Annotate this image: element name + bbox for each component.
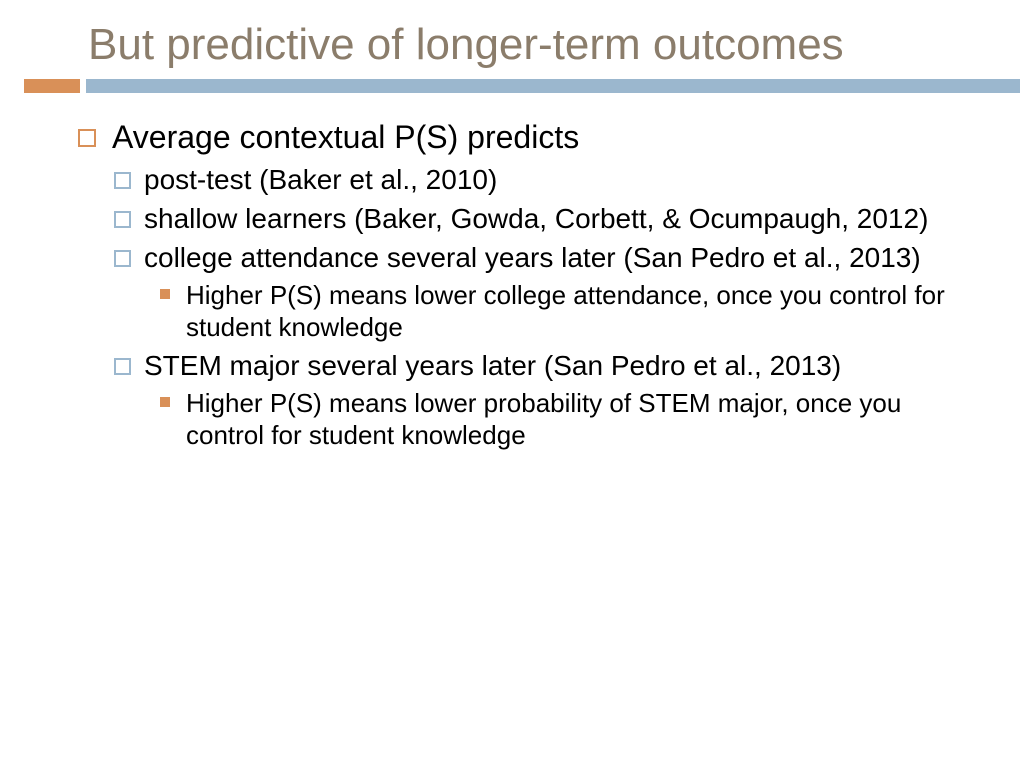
bullet-level3: Higher P(S) means lower probability of S…	[186, 387, 964, 452]
bullet-level2: post-test (Baker et al., 2010)	[144, 162, 964, 197]
bullet-level2: college attendance several years later (…	[144, 240, 964, 275]
bullet-level1: Average contextual P(S) predicts	[112, 119, 964, 156]
bullet-level2: STEM major several years later (San Pedr…	[144, 348, 964, 383]
accent-bar	[0, 79, 1024, 93]
accent-orange-block	[24, 79, 80, 93]
accent-blue-bar	[86, 79, 1020, 93]
slide-title: But predictive of longer-term outcomes	[0, 0, 1024, 79]
bullet-level2: shallow learners (Baker, Gowda, Corbett,…	[144, 201, 964, 236]
slide-body: Average contextual P(S) predicts post-te…	[0, 119, 1024, 452]
bullet-level3: Higher P(S) means lower college attendan…	[186, 279, 964, 344]
